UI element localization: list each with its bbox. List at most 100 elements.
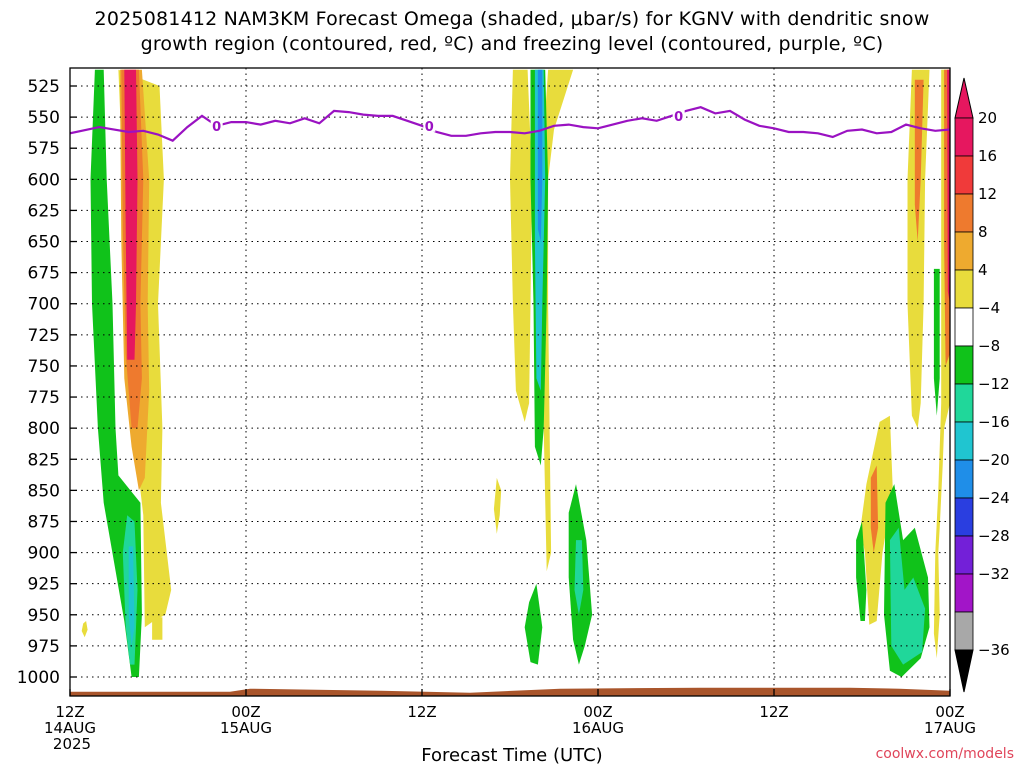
- y-tick-label-950: 950: [28, 606, 60, 626]
- y-tick-label-800: 800: [28, 419, 60, 439]
- chart-title-line-2: growth region (contoured, red, ºC) and f…: [140, 33, 884, 55]
- omega-blob-pink-col-g: [947, 69, 950, 304]
- colorbar-swatch-5: [954, 307, 974, 347]
- omega-blob-yellow-small-a: [152, 617, 163, 640]
- x-tick-label-36-1: 16AUG: [572, 719, 624, 737]
- chart-title-line-1: 2025081412 NAM3KM Forecast Omega (shaded…: [94, 8, 930, 30]
- x-tick-label-0-0: 12Z: [55, 703, 84, 721]
- credit-link[interactable]: coolwx.com/models: [875, 746, 1014, 762]
- colorbar-swatch-10: [954, 497, 974, 537]
- colorbar: 20 16 12 8 4 −4 −8 −12 −16 −20 −24 −28 −32 −36: [954, 77, 1010, 693]
- colorbar-label-6: −8: [978, 337, 1000, 355]
- x-tick-label-0-2: 2025: [53, 735, 91, 753]
- x-tick-label-0-1: 14AUG: [44, 719, 96, 737]
- y-tick-label-550: 550: [28, 108, 60, 128]
- colorbar-swatch-4: [954, 269, 974, 309]
- freezing-label-2: 0: [674, 110, 683, 125]
- colorbar-swatch-7: [954, 383, 974, 423]
- y-tick-label-625: 625: [28, 201, 60, 221]
- freezing-label-bg-0: [210, 117, 223, 132]
- colorbar-label-2: 12: [978, 185, 997, 203]
- x-tick-label-60-1: 17AUG: [924, 719, 976, 737]
- colorbar-swatch-0: [954, 117, 974, 157]
- plot-frame: [69, 67, 951, 697]
- freezing-label-bg-2: [672, 107, 685, 122]
- y-tick-label-525: 525: [28, 77, 60, 97]
- omega-blob-yellow-dot-b: [493, 477, 502, 534]
- colorbar-label-4: 4: [978, 261, 988, 279]
- colorbar-swatch-13: [954, 611, 974, 651]
- y-tick-label-600: 600: [28, 170, 60, 190]
- y-tick-label-750: 750: [28, 357, 60, 377]
- colorbar-label-3: 8: [978, 223, 988, 241]
- colorbar-under-triangle: [954, 649, 974, 693]
- omega-blob-teal-blob-j: [889, 527, 926, 665]
- colorbar-swatch-9: [954, 459, 974, 499]
- colorbar-label-11: −28: [978, 527, 1010, 545]
- y-tick-label-725: 725: [28, 326, 60, 346]
- colorbar-swatch-3: [954, 231, 974, 271]
- y-tick-label-975: 975: [28, 637, 60, 657]
- colorbar-label-1: 16: [978, 147, 997, 165]
- terrain-layer: [70, 687, 950, 696]
- colorbar-label-10: −24: [978, 489, 1010, 507]
- y-tick-label-925: 925: [28, 575, 60, 595]
- colorbar-label-13: −36: [978, 641, 1010, 659]
- y-tick-label-850: 850: [28, 481, 60, 501]
- freezing-label-1: 0: [425, 120, 434, 135]
- omega-blob-teal-blob-c: [574, 540, 584, 615]
- omega-blob-yellow-col-b: [510, 69, 532, 422]
- omega-shading: [81, 69, 950, 678]
- colorbar-label-8: −16: [978, 413, 1010, 431]
- x-tick-label-24-0: 12Z: [407, 703, 436, 721]
- omega-blob-yellow-dot-a: [81, 621, 88, 638]
- colorbar-swatch-8: [954, 421, 974, 461]
- y-axis: 525 550 575 600 625 650 675 700 725 750 775 800 825 8…: [17, 77, 77, 688]
- x-tick-label-60-0: 00Z: [935, 703, 964, 721]
- colorbar-label-0: 20: [978, 109, 997, 127]
- freezing-level-line: [70, 106, 950, 142]
- colorbar-over-triangle: [954, 77, 974, 119]
- colorbar-swatch-11: [954, 535, 974, 575]
- x-tick-label-12-1: 15AUG: [220, 719, 272, 737]
- omega-blob-orange-col-e: [914, 79, 924, 242]
- y-tick-label-1000: 1000: [17, 668, 60, 688]
- colorbar-swatch-6: [954, 345, 974, 385]
- freezing-level: 0 0 0: [70, 106, 950, 142]
- omega-blob-green-blob-i: [856, 521, 867, 621]
- omega-blob-yellow-col-c: [540, 69, 574, 572]
- x-tick-label-48-0: 12Z: [759, 703, 788, 721]
- omega-blob-cyan-col-a: [128, 546, 135, 646]
- colorbar-label-7: −12: [978, 375, 1010, 393]
- colorbar-label-5: −4: [978, 299, 1000, 317]
- x-tick-label-36-0: 00Z: [583, 703, 612, 721]
- plot-background: [70, 68, 950, 696]
- y-tick-label-675: 675: [28, 264, 60, 284]
- colorbar-swatch-2: [954, 193, 974, 233]
- omega-blob-pink-col-a: [124, 69, 138, 360]
- y-tick-label-575: 575: [28, 139, 60, 159]
- colorbar-label-9: −20: [978, 451, 1010, 469]
- x-axis-label: Forecast Time (UTC): [421, 745, 603, 766]
- omega-blob-orange-col-h: [870, 465, 879, 553]
- y-tick-label-650: 650: [28, 233, 60, 253]
- omega-blob-green-col-f: [933, 268, 940, 416]
- freezing-label-0: 0: [212, 120, 221, 135]
- y-tick-label-875: 875: [28, 512, 60, 532]
- colorbar-label-12: −32: [978, 565, 1010, 583]
- omega-blob-yellow-col-e: [907, 69, 930, 429]
- grid-lines: [70, 68, 950, 696]
- x-tick-label-12-0: 00Z: [231, 703, 260, 721]
- omega-blob-green-blob-d: [524, 583, 543, 665]
- terrain-fill: [70, 687, 950, 696]
- y-tick-label-900: 900: [28, 544, 60, 564]
- freezing-label-bg-1: [423, 117, 436, 132]
- y-tick-label-700: 700: [28, 295, 60, 315]
- colorbar-swatch-1: [954, 155, 974, 195]
- omega-blob-blue-col-b: [537, 69, 543, 242]
- colorbar-swatch-12: [954, 573, 974, 613]
- y-tick-label-775: 775: [28, 388, 60, 408]
- y-tick-label-825: 825: [28, 450, 60, 470]
